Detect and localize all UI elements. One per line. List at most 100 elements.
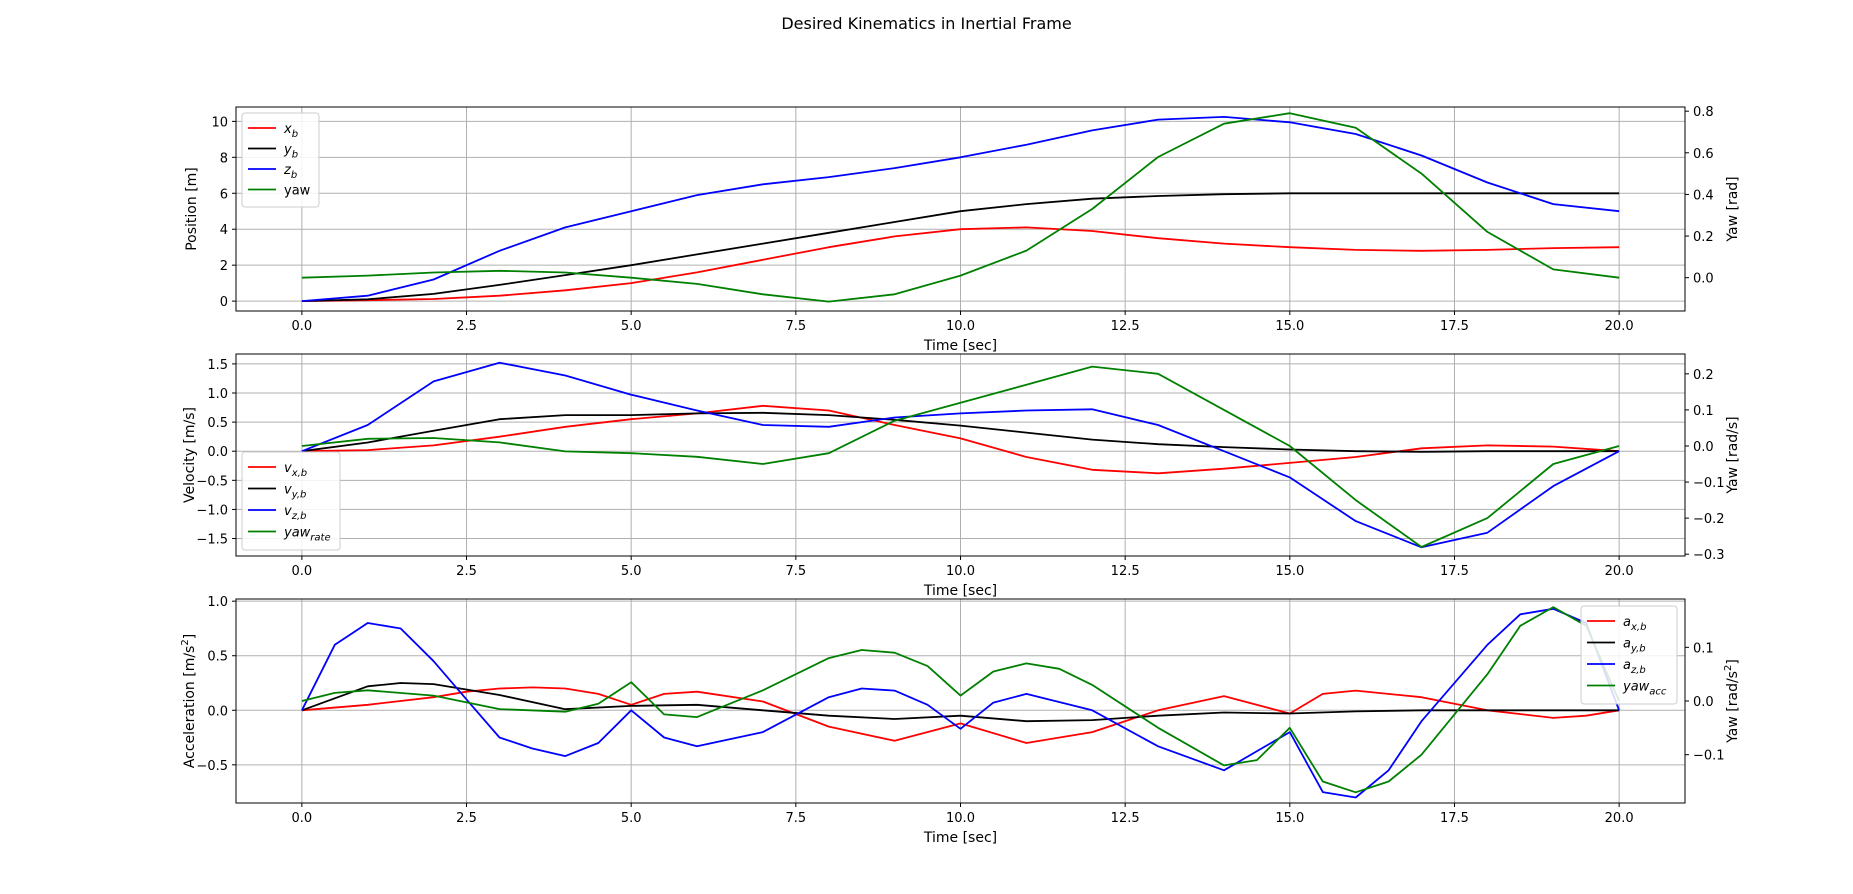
legend-label: zb	[283, 163, 297, 181]
legend-label: az,b	[1623, 658, 1646, 676]
series-line-yaw-rate	[301, 365, 1620, 548]
y2-tick-label: 0.6	[1693, 147, 1714, 162]
series-line-x-b	[301, 226, 1620, 302]
y2-tick-label: −0.1	[1693, 749, 1725, 764]
x-tick-label: 15.0	[1275, 564, 1304, 579]
y-tick-label: 10	[211, 115, 228, 130]
y2-tick-label: 0.2	[1693, 230, 1714, 245]
series-line-a-yb	[301, 682, 1620, 723]
series-line-a-xb	[301, 686, 1620, 744]
x-tick-label: 20.0	[1605, 811, 1634, 826]
y2-axis-label: Yaw [rad]	[1725, 176, 1741, 242]
y-tick-label: −1.0	[196, 503, 228, 518]
x-tick-label: 0.0	[292, 319, 313, 334]
y-axis-label: Position [m]	[184, 167, 200, 251]
x-tick-label: 0.0	[292, 811, 313, 826]
y-tick-label: 0.5	[207, 416, 228, 431]
chart-position: 0.0 2.5 5.0 7.5 10.0 12.5 15.0 17.5 20.0 0 2 4 6 8 10 0…	[184, 105, 1741, 354]
x-tick-label: 2.5	[456, 811, 477, 826]
charts: 0.0 2.5 5.0 7.5 10.0 12.5 15.0 17.5 20.0 0 2 4 6 8 10 0…	[180, 105, 1741, 846]
series-line-z-b	[301, 116, 1620, 302]
figure-title: Desired Kinematics in Inertial Frame	[781, 14, 1071, 33]
x-tick-label: 17.5	[1440, 811, 1469, 826]
x-tick-label: 7.5	[785, 564, 806, 579]
x-tick-label: 10.0	[946, 319, 975, 334]
legend-box	[1580, 605, 1678, 705]
y2-tick-label: 0.8	[1693, 105, 1714, 120]
x-tick-label: 7.5	[785, 319, 806, 334]
y-tick-label: 1.0	[207, 387, 228, 402]
y2-tick-label: 0.0	[1693, 440, 1714, 455]
y-axis-label: Acceleration [m/s2]	[180, 634, 198, 768]
series-line-yaw-acc	[301, 606, 1620, 794]
y2-tick-label: 0.2	[1693, 368, 1714, 383]
x-tick-label: 7.5	[785, 811, 806, 826]
y2-tick-label: 0.1	[1693, 404, 1714, 419]
y-tick-label: 8	[220, 151, 228, 166]
series-line-yaw	[301, 112, 1620, 303]
x-tick-label: 10.0	[946, 564, 975, 579]
chart-velocity: 0.0 2.5 5.0 7.5 10.0 12.5 15.0 17.5 20.0 −1.5 −1.0…	[182, 353, 1741, 599]
x-tick-label: 5.0	[621, 319, 642, 334]
x-tick-label: 15.0	[1275, 811, 1304, 826]
y2-tick-label: −0.3	[1693, 548, 1725, 563]
x-tick-label: 12.5	[1111, 319, 1140, 334]
series-line-a-zb	[301, 607, 1620, 799]
y-tick-label: 6	[220, 187, 228, 202]
y-tick-label: 0	[220, 295, 228, 310]
legend-label: vy,b	[284, 483, 306, 501]
series-line-y-b	[301, 192, 1620, 302]
y2-tick-label: 0.1	[1693, 641, 1714, 656]
legend-box	[241, 112, 320, 208]
y-tick-label: 2	[220, 259, 228, 274]
y-tick-label: 1.5	[207, 358, 228, 373]
x-tick-label: 5.0	[621, 811, 642, 826]
x-tick-label: 12.5	[1111, 811, 1140, 826]
y-tick-label: −0.5	[196, 759, 228, 774]
x-tick-label: 10.0	[946, 811, 975, 826]
x-axis-label: Time [sec]	[923, 583, 997, 599]
x-tick-label: 15.0	[1275, 319, 1304, 334]
legend-label: yb	[283, 143, 298, 161]
x-tick-label: 2.5	[456, 319, 477, 334]
chart-acceleration: 0.0 2.5 5.0 7.5 10.0 12.5 15.0 17.5 20.0 −0.5 0.0 0…	[180, 595, 1741, 846]
y-axis-label: Velocity [m/s]	[182, 407, 198, 503]
legend-box	[241, 451, 341, 551]
legend-label: yawacc	[1622, 680, 1667, 698]
y-tick-label: 0.5	[207, 650, 228, 665]
y2-tick-label: 0.0	[1693, 272, 1714, 287]
y-tick-label: 0.0	[207, 445, 228, 460]
legend-label: yawrate	[283, 526, 331, 544]
y-tick-label: 0.0	[207, 704, 228, 719]
legend-label: vz,b	[284, 504, 306, 522]
y2-axis-label: Yaw [rad/s]	[1725, 416, 1741, 494]
series-line-v-yb	[301, 411, 1620, 453]
x-tick-label: 17.5	[1440, 564, 1469, 579]
y-tick-label: 4	[220, 223, 228, 238]
y-tick-label: 1.0	[207, 595, 228, 610]
legend-label: ax,b	[1623, 615, 1646, 633]
x-tick-label: 12.5	[1111, 564, 1140, 579]
x-axis-label: Time [sec]	[923, 338, 997, 354]
y-tick-label: −1.5	[196, 533, 228, 548]
legend: vx,b vy,b vz,b yawrate	[241, 451, 341, 551]
x-tick-label: 5.0	[621, 564, 642, 579]
legend-label: xb	[283, 122, 298, 140]
x-tick-label: 20.0	[1605, 319, 1634, 334]
x-axis-label: Time [sec]	[923, 830, 997, 846]
legend-label: vx,b	[284, 461, 307, 479]
x-tick-label: 20.0	[1605, 564, 1634, 579]
y2-tick-label: 0.0	[1693, 695, 1714, 710]
y2-tick-label: −0.2	[1693, 512, 1725, 527]
legend: ax,b ay,b az,b yawacc	[1580, 605, 1678, 705]
series-line-v-zb	[301, 361, 1620, 549]
legend: xb yb zb yaw	[241, 112, 320, 208]
x-tick-label: 2.5	[456, 564, 477, 579]
legend-label: yaw	[284, 184, 311, 199]
x-tick-label: 17.5	[1440, 319, 1469, 334]
y-tick-label: −0.5	[196, 474, 228, 489]
y2-axis-label: Yaw [rad/s2]	[1723, 659, 1741, 744]
y2-tick-label: −0.1	[1693, 476, 1725, 491]
y2-tick-label: 0.4	[1693, 188, 1714, 203]
